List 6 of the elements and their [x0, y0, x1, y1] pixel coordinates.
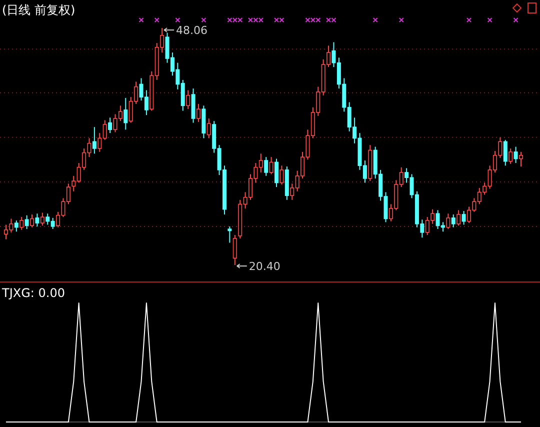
candlestick — [124, 97, 128, 130]
annotation: 48.06 — [176, 24, 208, 37]
chart-title: (日线 前复权) — [2, 3, 76, 17]
chart-title: TJXG: 0.00 — [1, 286, 65, 300]
annotation: 20.40 — [248, 260, 280, 273]
candlestick — [191, 88, 196, 124]
